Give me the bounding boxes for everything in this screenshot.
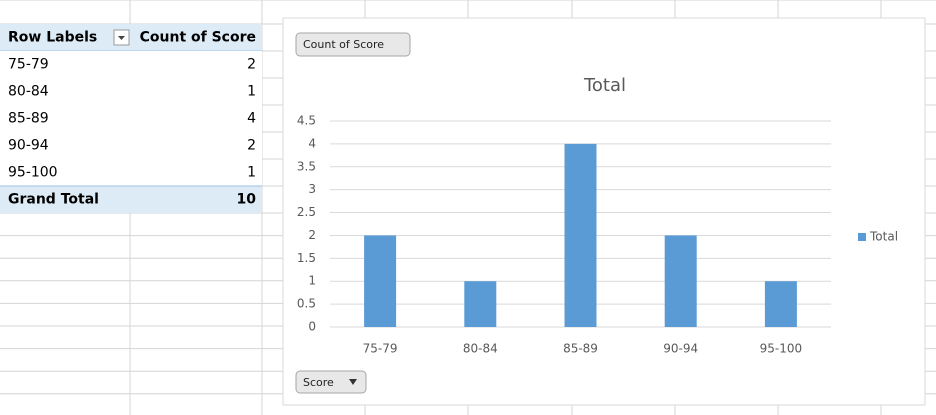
y-tick-label: 1 — [308, 274, 316, 288]
x-tick-label: 75-79 — [363, 342, 398, 356]
y-tick-label: 0 — [308, 320, 316, 334]
chart: Count of Score Total Score 0 0.5 1 1.5 2 2.5 3… — [295, 32, 898, 394]
bar — [664, 235, 697, 327]
row-count: 1 — [247, 165, 256, 181]
y-tick-label: 3 — [308, 182, 316, 196]
y-tick-label: 1.5 — [297, 251, 316, 265]
y-tick-label: 3.5 — [297, 159, 316, 173]
legend-label: Total — [869, 230, 898, 244]
legend-swatch — [858, 233, 866, 241]
header-row-bg — [0, 24, 262, 51]
row-count: 2 — [247, 138, 256, 154]
row-bg — [0, 51, 262, 78]
chart-area[interactable] — [282, 17, 926, 406]
dropdown-arrow — [349, 379, 357, 385]
x-tick-label: 85-89 — [563, 342, 598, 356]
filter-arrow — [118, 36, 125, 40]
row-bg — [0, 132, 262, 159]
axis-field-button-label: Score — [303, 376, 334, 389]
bar — [364, 235, 397, 327]
column-header: Row Labels — [8, 30, 97, 46]
total-count: 10 — [237, 192, 257, 208]
pivot-table: Row Labels Count of Score 75-79 2 80-84 1 85-8… — [0, 24, 262, 213]
row-count: 1 — [247, 84, 256, 100]
row-bg — [0, 159, 262, 186]
bar — [564, 143, 597, 327]
y-tick-label: 2 — [308, 228, 316, 242]
total-label: Grand Total — [8, 192, 99, 208]
field-button-label: Count of Score — [303, 38, 384, 51]
y-tick-label: 0.5 — [297, 297, 316, 311]
x-tick-label: 80-84 — [463, 342, 498, 356]
row-label: 90-94 — [8, 138, 49, 154]
y-tick-label: 4 — [308, 136, 316, 150]
field-button[interactable] — [295, 32, 411, 57]
row-label: 85-89 — [8, 111, 49, 127]
row-label: 75-79 — [8, 57, 49, 73]
chart-title: Total — [583, 75, 626, 96]
x-tick-label: 95-100 — [760, 342, 803, 356]
y-tick-label: 4.5 — [297, 114, 316, 128]
total-row-bg — [0, 186, 262, 213]
row-bg — [0, 105, 262, 132]
row-count: 4 — [247, 111, 256, 127]
column-header: Count of Score — [140, 30, 256, 46]
axis-field-button[interactable] — [295, 370, 367, 394]
y-tick-label: 2.5 — [297, 205, 316, 219]
row-bg — [0, 78, 262, 105]
row-label: 80-84 — [8, 84, 49, 100]
bar — [464, 281, 497, 327]
row-count: 2 — [247, 57, 256, 73]
x-tick-label: 90-94 — [663, 342, 698, 356]
bar — [764, 281, 797, 327]
row-label: 95-100 — [8, 165, 58, 181]
